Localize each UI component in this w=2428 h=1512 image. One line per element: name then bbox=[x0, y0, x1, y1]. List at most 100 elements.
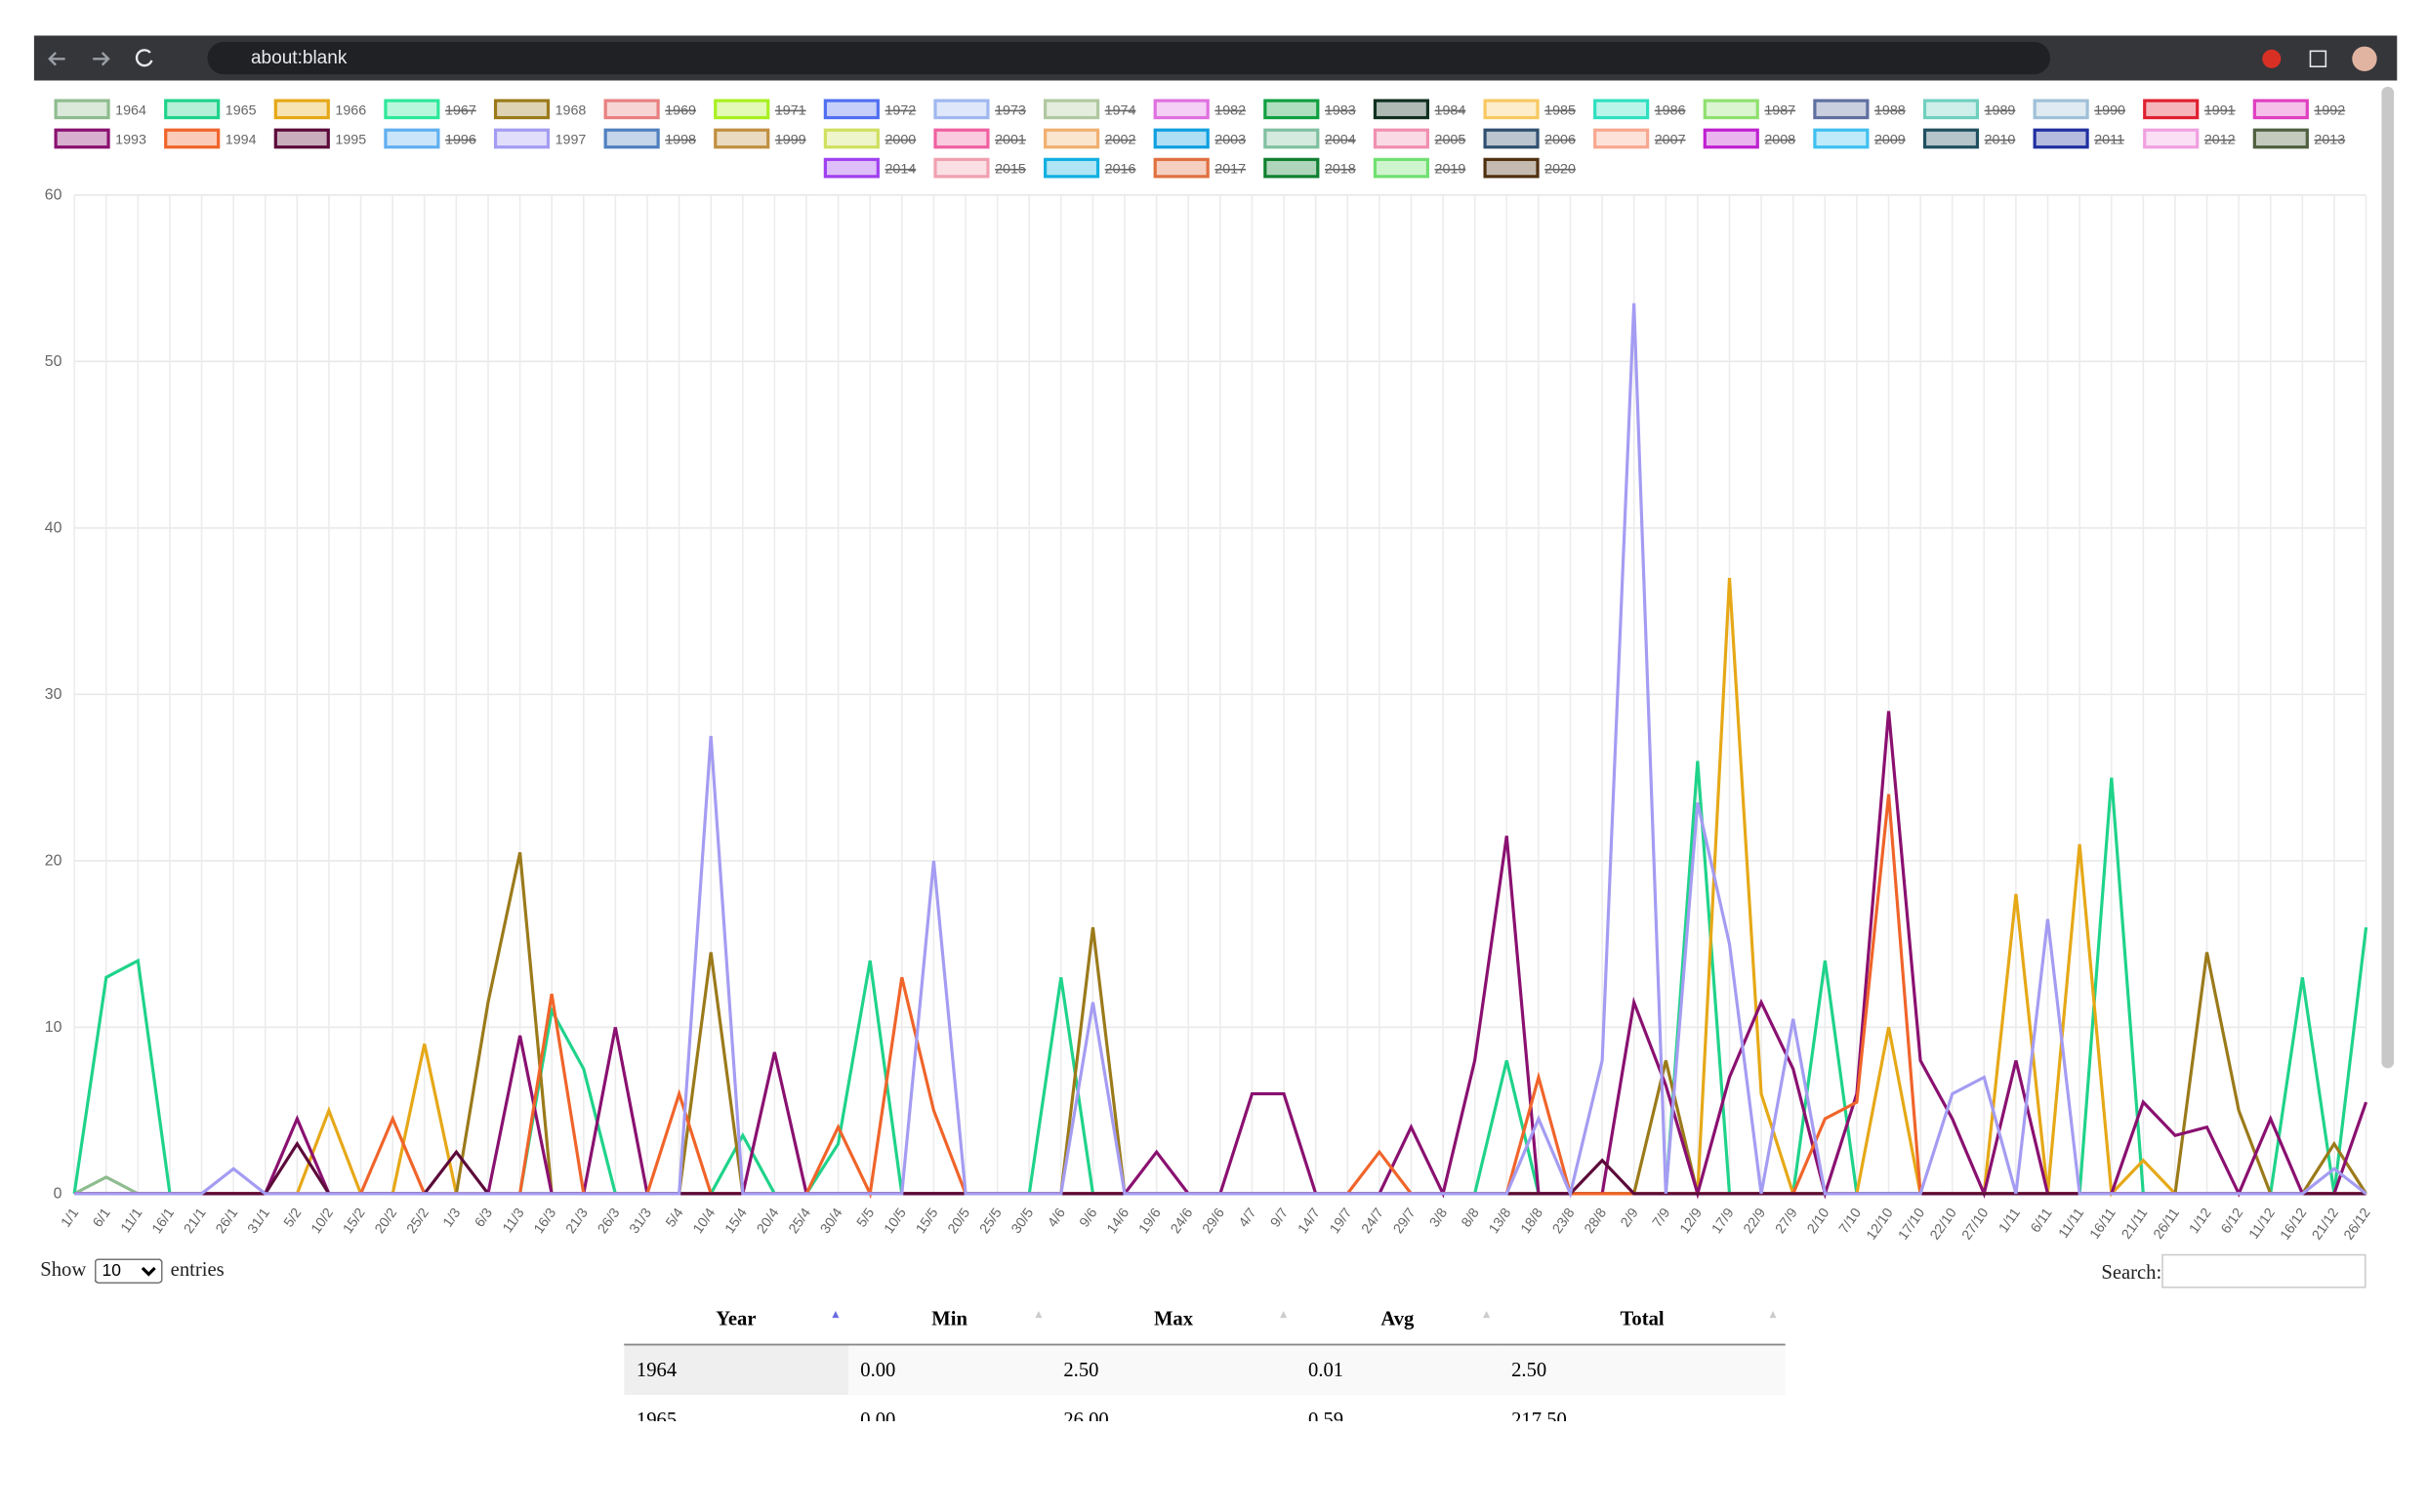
x-tick-label: 26/11 bbox=[2151, 1206, 2183, 1243]
legend-item[interactable]: 1993 bbox=[53, 128, 164, 149]
legend-item[interactable]: 1964 bbox=[53, 99, 164, 120]
legend-item[interactable]: 2005 bbox=[1373, 128, 1483, 149]
column-header[interactable]: Year ▴ bbox=[624, 1293, 848, 1346]
legend-item[interactable]: 1997 bbox=[493, 128, 603, 149]
legend-item[interactable]: 2011 bbox=[2032, 128, 2143, 149]
legend-item[interactable]: 1982 bbox=[1152, 99, 1263, 120]
legend-item[interactable]: 1988 bbox=[1812, 99, 1923, 120]
x-tick-label: 9/7 bbox=[1268, 1206, 1293, 1230]
legend-item[interactable]: 2002 bbox=[1043, 128, 1153, 149]
scrollbar[interactable] bbox=[2381, 86, 2395, 1069]
legend-item[interactable]: 1966 bbox=[272, 99, 384, 120]
search-label: Search: bbox=[2101, 1260, 2162, 1284]
series-line bbox=[74, 303, 2367, 1199]
legend-item[interactable]: 1994 bbox=[163, 128, 273, 149]
legend-item[interactable]: 1985 bbox=[1482, 99, 1593, 120]
legend-label: 1982 bbox=[1214, 101, 1247, 117]
legend-swatch bbox=[1922, 99, 1979, 120]
legend-item[interactable]: 1967 bbox=[383, 99, 494, 120]
legend-swatch bbox=[1373, 99, 1429, 120]
column-header[interactable]: Max ▴ bbox=[1050, 1293, 1296, 1346]
legend-swatch bbox=[2142, 99, 2199, 120]
legend-item[interactable]: 1983 bbox=[1262, 99, 1373, 120]
legend-swatch bbox=[602, 128, 659, 149]
x-tick-label: 5/2 bbox=[281, 1206, 306, 1230]
legend-item[interactable]: 1992 bbox=[2251, 99, 2363, 120]
legend-item[interactable]: 2018 bbox=[1262, 157, 1373, 179]
table-row: 1964 0.00 2.50 0.01 2.50 bbox=[624, 1344, 1786, 1396]
legend-item[interactable]: 2008 bbox=[1702, 128, 1813, 149]
x-tick-label: 1/12 bbox=[2187, 1206, 2215, 1237]
column-label: Avg bbox=[1380, 1306, 1415, 1330]
legend-item[interactable]: 2019 bbox=[1373, 157, 1483, 179]
x-tick-label: 28/8 bbox=[1582, 1206, 1610, 1237]
x-tick-label: 2/9 bbox=[1618, 1206, 1642, 1230]
legend-item[interactable]: 1984 bbox=[1373, 99, 1483, 120]
legend-label: 2003 bbox=[1214, 131, 1247, 146]
legend-item[interactable]: 1986 bbox=[1592, 99, 1703, 120]
x-tick-label: 1/1 bbox=[59, 1206, 83, 1230]
legend-item[interactable]: 1971 bbox=[713, 99, 823, 120]
legend-swatch bbox=[1043, 99, 1099, 120]
column-header[interactable]: Min ▴ bbox=[847, 1293, 1051, 1346]
x-tick-label: 20/5 bbox=[945, 1206, 973, 1237]
legend-swatch bbox=[272, 128, 330, 149]
x-tick-label: 16/3 bbox=[531, 1206, 559, 1237]
address-bar[interactable]: about:blank bbox=[207, 41, 2050, 75]
legend-item[interactable]: 2003 bbox=[1152, 128, 1263, 149]
legend-item[interactable]: 1965 bbox=[163, 99, 273, 120]
legend-item[interactable]: 2017 bbox=[1152, 157, 1263, 179]
legend-item[interactable]: 1999 bbox=[713, 128, 823, 149]
legend-item[interactable]: 2014 bbox=[823, 157, 933, 179]
legend-item[interactable]: 1998 bbox=[602, 128, 714, 149]
x-tick-label: 15/4 bbox=[722, 1206, 751, 1237]
table-cell: 0.00 bbox=[860, 1407, 896, 1422]
legend-item[interactable]: 2016 bbox=[1043, 157, 1153, 179]
legend-swatch bbox=[53, 128, 109, 149]
x-tick-label: 8/8 bbox=[1459, 1206, 1483, 1230]
search-input[interactable] bbox=[2161, 1253, 2366, 1288]
legend-item[interactable]: 2010 bbox=[1922, 128, 2033, 149]
x-tick-label: 24/7 bbox=[1359, 1206, 1387, 1237]
legend-item[interactable]: 1995 bbox=[272, 128, 384, 149]
legend-label: 1965 bbox=[225, 101, 257, 117]
x-tick-label: 5/4 bbox=[663, 1206, 687, 1230]
legend-item[interactable]: 2012 bbox=[2142, 128, 2252, 149]
x-tick-label: 17/9 bbox=[1709, 1206, 1738, 1237]
column-header[interactable]: Total ▴ bbox=[1499, 1293, 1786, 1346]
legend-item[interactable]: 1973 bbox=[932, 99, 1044, 120]
legend-item[interactable]: 1996 bbox=[383, 128, 494, 149]
legend-item[interactable]: 1969 bbox=[602, 99, 714, 120]
column-label: Min bbox=[931, 1306, 967, 1330]
legend-item[interactable]: 1990 bbox=[2032, 99, 2143, 120]
table-row: 1965 0.00 26.00 0.59 217.50 bbox=[624, 1395, 1786, 1421]
legend-item[interactable]: 1989 bbox=[1922, 99, 2033, 120]
browser-icons[interactable] bbox=[2087, 35, 2397, 80]
legend-label: 2013 bbox=[2314, 131, 2346, 146]
x-tick-label: 10/2 bbox=[309, 1206, 337, 1237]
legend-label: 2015 bbox=[995, 160, 1026, 177]
legend-item[interactable]: 2015 bbox=[932, 157, 1044, 179]
x-tick-label: 26/12 bbox=[2341, 1206, 2374, 1243]
legend-item[interactable]: 2000 bbox=[823, 128, 933, 149]
entries-select[interactable]: 10 bbox=[94, 1258, 163, 1284]
nav-buttons[interactable] bbox=[34, 35, 174, 80]
legend-item[interactable]: 1991 bbox=[2142, 99, 2252, 120]
x-tick-label: 1/11 bbox=[1996, 1206, 2024, 1236]
legend-item[interactable]: 1974 bbox=[1043, 99, 1153, 120]
legend-swatch bbox=[1922, 128, 1979, 149]
legend-item[interactable]: 2001 bbox=[932, 128, 1044, 149]
legend-item[interactable]: 2013 bbox=[2251, 128, 2363, 149]
x-tick-label: 30/4 bbox=[818, 1206, 846, 1237]
legend-item[interactable]: 2007 bbox=[1592, 128, 1703, 149]
legend-item[interactable]: 2020 bbox=[1482, 157, 1593, 179]
legend-item[interactable]: 1972 bbox=[823, 99, 933, 120]
legend-item[interactable]: 2009 bbox=[1812, 128, 1923, 149]
legend-item[interactable]: 2006 bbox=[1482, 128, 1593, 149]
legend-label: 1974 bbox=[1104, 101, 1136, 117]
column-header[interactable]: Avg ▴ bbox=[1296, 1293, 1500, 1346]
legend-item[interactable]: 2004 bbox=[1262, 128, 1373, 149]
legend-item[interactable]: 1968 bbox=[493, 99, 603, 120]
legend-item[interactable]: 1987 bbox=[1702, 99, 1813, 120]
x-tick-label: 27/9 bbox=[1773, 1206, 1801, 1237]
